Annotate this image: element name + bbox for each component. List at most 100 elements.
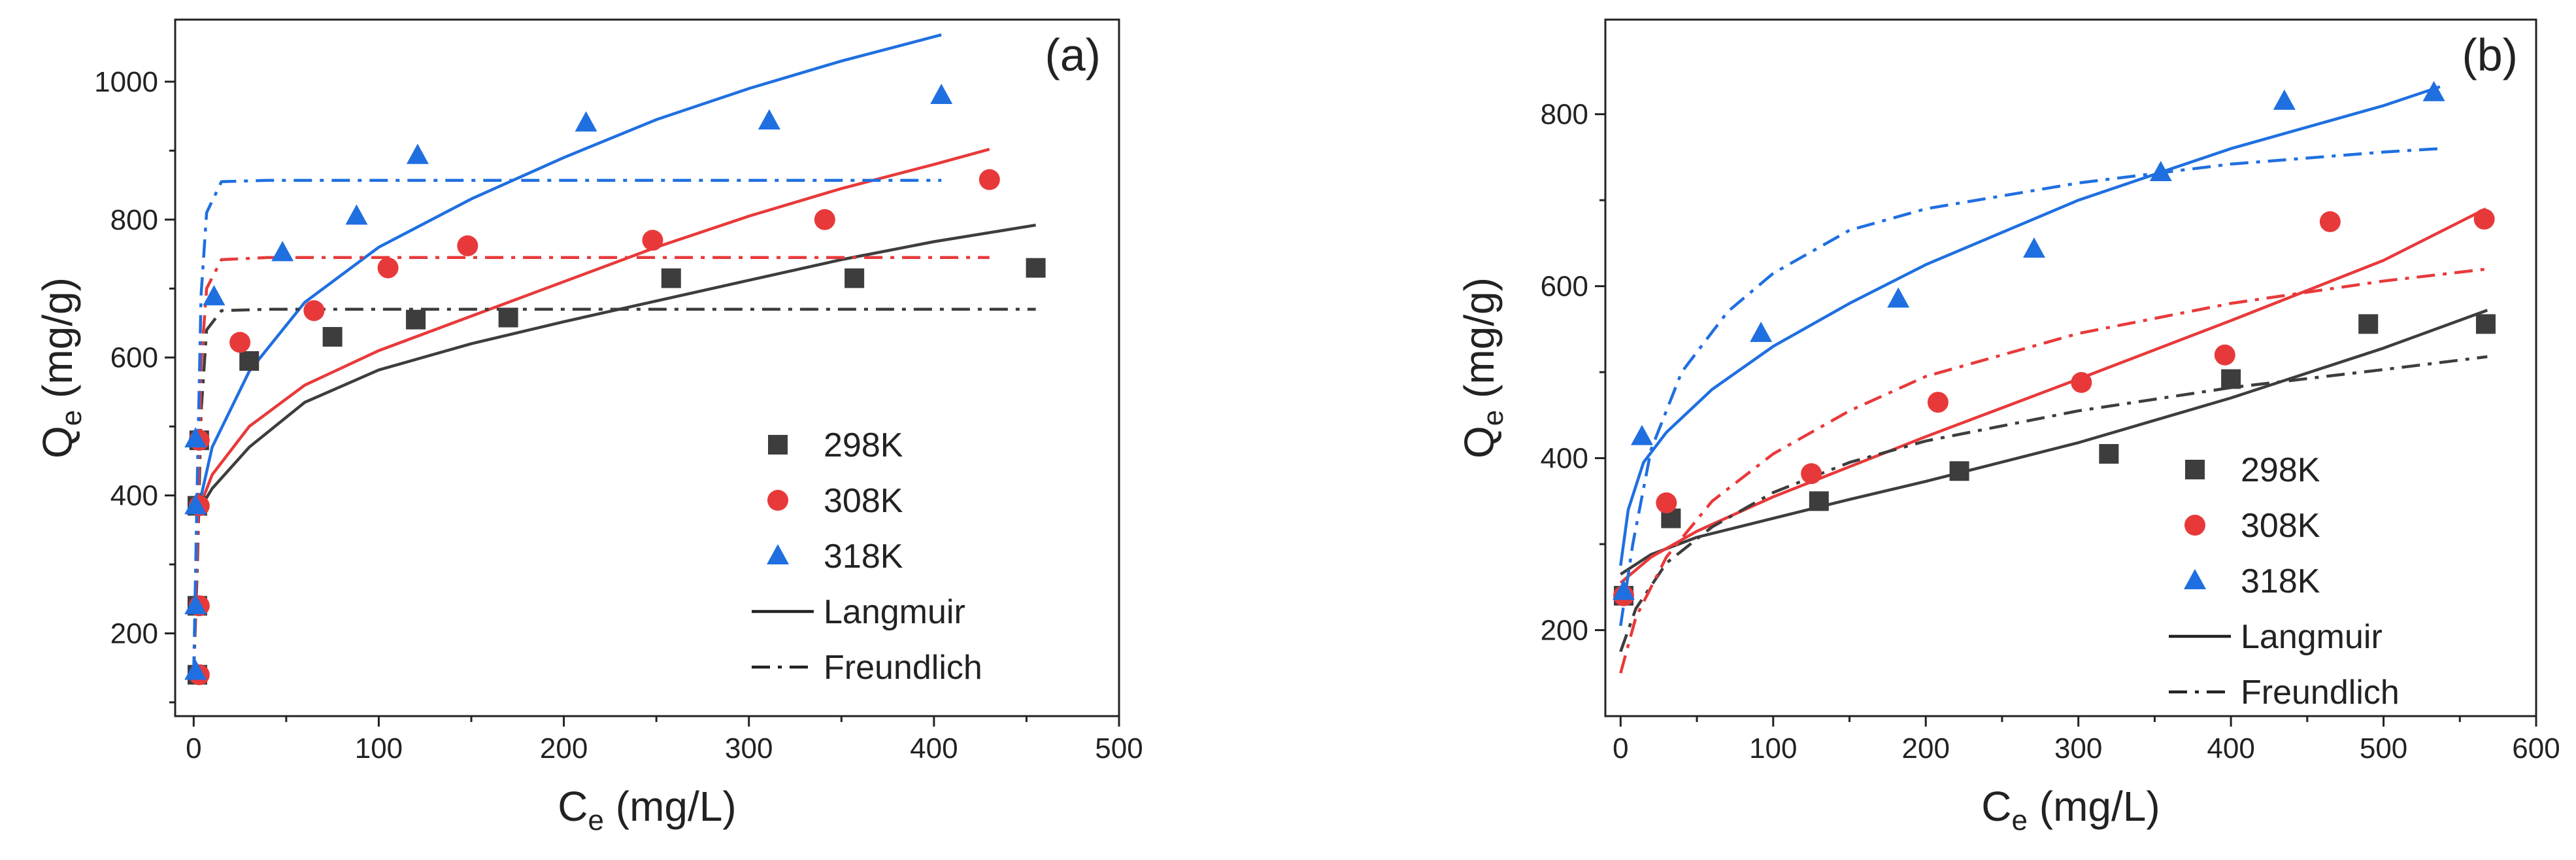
y-tick-label: 600 [1541,271,1588,303]
legend-marker-308K [2184,515,2205,536]
freundlich-fit-318K [1619,146,2441,627]
legend-marker-318K [2184,569,2206,589]
data-point-318K [2422,80,2445,101]
legend-label-298K: 298K [2241,451,2320,489]
x-tick-label: 100 [355,732,403,765]
legend-label-freundlich: Freundlich [2241,674,2400,712]
data-point-318K [575,111,597,132]
x-tick-label: 300 [2054,732,2102,765]
data-point-308K [377,257,399,279]
plot-frame [174,18,1120,717]
data-point-318K [184,494,207,515]
data-point-318K [406,143,429,164]
x-tick-label: 400 [910,732,958,765]
data-point-298K [2221,369,2241,389]
x-tick-label: 400 [2207,732,2254,765]
data-point-308K [2214,344,2235,366]
data-point-318K [203,284,226,305]
legend-marker-298K [2185,460,2205,479]
x-tick-label: 500 [1095,732,1143,765]
legend: 298K 308K 318K Langmuir Freundlich [2169,451,2400,712]
legend-label-freundlich: Freundlich [824,649,982,687]
data-point-298K [1949,461,1969,481]
data-point-308K [457,235,478,256]
data-point-298K [322,327,343,347]
data-point-318K [1613,579,1635,600]
data-point-298K [2099,443,2119,464]
langmuir-fit-308K [1619,207,2487,584]
x-tick-label: 100 [1749,732,1797,765]
langmuir-fit-318K [1619,85,2441,566]
data-point-298K [2475,314,2496,334]
data-point-318K [1631,424,1654,445]
panel-label: (b) [2462,29,2518,80]
legend: 298K 308K 318K Langmuir Freundlich [752,426,982,687]
data-point-318K [345,204,368,225]
y-tick-label: 600 [110,342,158,374]
x-tick-label: 500 [2360,732,2407,765]
freundlich-fit-308K [1619,267,2488,674]
plot-frame [1604,18,2537,717]
data-point-318K [1750,321,1773,342]
data-point-308K [1801,463,1822,485]
y-tick-label: 200 [110,617,158,649]
legend-label-langmuir: Langmuir [824,593,965,631]
data-point-298K [239,351,259,371]
x-axis-title: Ce (mg/L) [558,783,736,836]
data-point-298K [661,268,681,288]
legend-label-318K: 318K [2241,562,2320,600]
data-point-308K [229,332,251,353]
data-point-308K [2319,211,2341,232]
y-axis-title: Qe (mg/g) [34,277,88,458]
data-point-308K [2473,209,2495,230]
langmuir-fit-298K [1620,309,2488,576]
data-point-298K [2358,314,2379,334]
legend-label-langmuir: Langmuir [2241,618,2383,656]
data-point-318K [184,427,207,448]
data-point-298K [498,307,518,328]
x-tick-label: 600 [2512,732,2560,765]
langmuir-fit-298K [196,223,1036,514]
langmuir-fit-318K [195,33,942,513]
legend-label-318K: 318K [824,538,903,576]
data-point-308K [814,209,835,230]
data-point-318K [2022,237,2045,258]
y-tick-label: 800 [1541,99,1588,131]
data-point-298K [1026,258,1046,278]
x-tick-label: 200 [540,732,588,765]
x-axis-title: Ce (mg/L) [1981,783,2160,836]
panel-a: 0 100 200 300 400 500 200 400 600 800 1000 (a) 298K 3… [94,18,1143,765]
x-tick-label: 0 [1613,732,1628,765]
y-tick-label: 400 [110,480,158,512]
data-point-318K [2149,161,2172,182]
freundlich-fit-318K [192,179,942,675]
y-axis-title: Qe (mg/g) [1456,277,1509,458]
langmuir-fit-308K [195,148,990,513]
data-point-318K [930,83,953,104]
data-point-318K [184,659,207,680]
y-tick-label: 1000 [94,66,158,98]
data-point-318K [2273,89,2296,110]
data-point-308K [979,169,1000,190]
data-point-298K [845,268,865,288]
data-point-308K [1656,492,1677,513]
data-point-318K [758,109,780,130]
x-tick-label: 0 [186,732,201,765]
y-tick-label: 800 [110,204,158,236]
panel-b: 0 100 200 300 400 500 600 200 400 600 800 (b) 298K 30… [1541,18,2560,765]
y-tick-label: 200 [1541,615,1588,647]
legend-marker-308K [767,490,788,511]
data-point-308K [1927,392,1949,413]
y-tick-label: 400 [1541,443,1588,475]
legend-label-308K: 308K [2241,507,2320,545]
x-tick-label: 200 [1902,732,1950,765]
data-point-318K [1887,287,1910,308]
legend-marker-318K [767,544,789,564]
freundlich-fit-298K [1619,355,2488,653]
legend-label-308K: 308K [824,482,903,520]
data-point-308K [642,230,663,251]
data-point-298K [1809,491,1829,511]
freundlich-fit-298K [192,307,1036,675]
panel-label: (a) [1045,29,1101,80]
